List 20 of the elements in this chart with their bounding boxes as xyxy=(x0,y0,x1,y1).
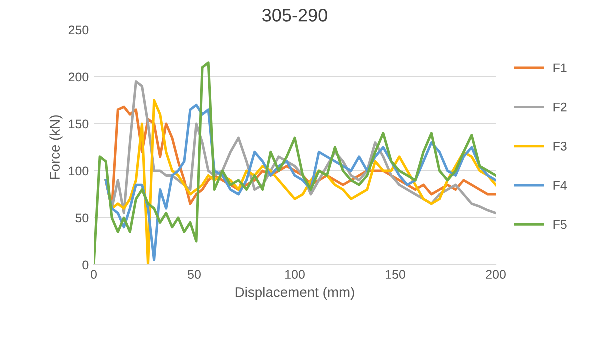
x-tick-label: 50 xyxy=(188,270,201,280)
legend-label: F2 xyxy=(554,102,567,112)
x-axis-title: Displacement (mm) xyxy=(236,287,354,300)
legend-label: F4 xyxy=(554,181,568,190)
legend-label: F3 xyxy=(554,142,567,151)
y-axis-title: Force (kN) xyxy=(50,116,63,180)
y-tick-label: 200 xyxy=(68,72,89,82)
x-tick-label: 150 xyxy=(386,270,406,280)
y-tick-label: 100 xyxy=(69,166,89,176)
y-tick-label: 150 xyxy=(69,120,89,129)
chart-title: 305-290 xyxy=(262,9,328,22)
x-tick-label: 200 xyxy=(486,270,506,280)
legend-label: F5 xyxy=(554,220,567,230)
y-tick-label: 50 xyxy=(76,214,89,223)
y-tick-label: 0 xyxy=(82,260,89,270)
x-tick-label: 100 xyxy=(286,270,305,280)
line-series xyxy=(94,62,496,265)
legend-label: F1 xyxy=(554,64,567,72)
x-tick-label: 0 xyxy=(91,270,97,280)
y-tick-label: 250 xyxy=(68,26,89,35)
